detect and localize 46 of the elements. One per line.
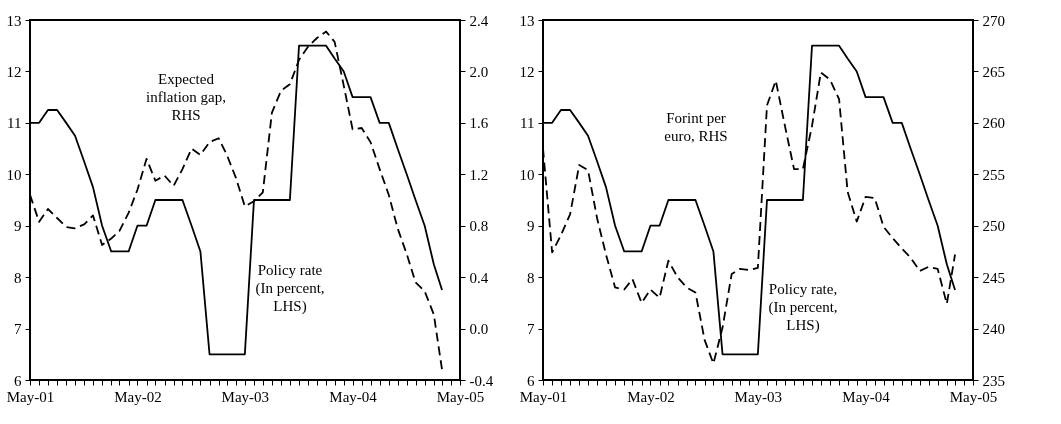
y2-tick-label: -0.4	[469, 372, 494, 389]
y-tick-label: 12	[519, 63, 535, 80]
x-tick-label: May-01	[519, 388, 568, 405]
y2-tick-label: 1.6	[469, 115, 489, 132]
series-label: Expected inflation gap, RHS	[146, 71, 226, 123]
y-tick-label: 11	[7, 115, 22, 132]
y2-tick-label: 0.8	[469, 218, 489, 235]
y-tick-label: 10	[6, 166, 22, 183]
y-tick-label: 12	[6, 63, 22, 80]
x-tick-label: May-02	[627, 388, 675, 405]
y2-tick-label: 255	[982, 166, 1005, 183]
x-tick-label: May-03	[734, 388, 783, 405]
series-label: Policy rate, (In percent, LHS)	[768, 281, 838, 334]
series-label: Policy rate (In percent, LHS)	[255, 262, 325, 315]
y-tick-label: 6	[14, 372, 22, 389]
y-tick-label: 13	[6, 12, 22, 29]
y-tick-label: 9	[14, 218, 22, 235]
y-tick-label: 8	[14, 269, 22, 286]
y2-tick-label: 235	[982, 372, 1005, 389]
y-tick-label: 13	[519, 12, 535, 29]
y2-tick-label: 265	[982, 63, 1005, 80]
x-tick-label: May-04	[329, 388, 378, 405]
y2-tick-label: 2.4	[469, 12, 489, 29]
y2-tick-label: 2.0	[469, 63, 489, 80]
x-tick-label: May-02	[114, 388, 162, 405]
y-tick-label: 6	[527, 372, 535, 389]
y2-tick-label: 0.4	[469, 269, 489, 286]
y2-tick-label: 1.2	[469, 166, 489, 183]
y2-tick-label: 0.0	[469, 321, 489, 338]
y-tick-label: 11	[520, 115, 535, 132]
text: Forint per euro, RHS	[664, 110, 728, 144]
y2-tick-label: 245	[982, 269, 1005, 286]
y-tick-label: 7	[14, 321, 22, 338]
y-tick-label: 8	[527, 269, 535, 286]
y-tick-label: 7	[527, 321, 535, 338]
y2-tick-label: 240	[982, 321, 1005, 338]
x-tick-label: May-05	[949, 388, 998, 405]
y2-tick-label: 250	[982, 218, 1005, 235]
y2-tick-label: 270	[982, 12, 1005, 29]
x-tick-label: May-01	[6, 388, 55, 405]
y2-tick-label: 260	[982, 115, 1005, 132]
x-tick-label: May-05	[436, 388, 485, 405]
x-tick-label: May-03	[221, 388, 270, 405]
y-tick-label: 10	[519, 166, 535, 183]
x-tick-label: May-04	[842, 388, 891, 405]
y-tick-label: 9	[527, 218, 535, 235]
